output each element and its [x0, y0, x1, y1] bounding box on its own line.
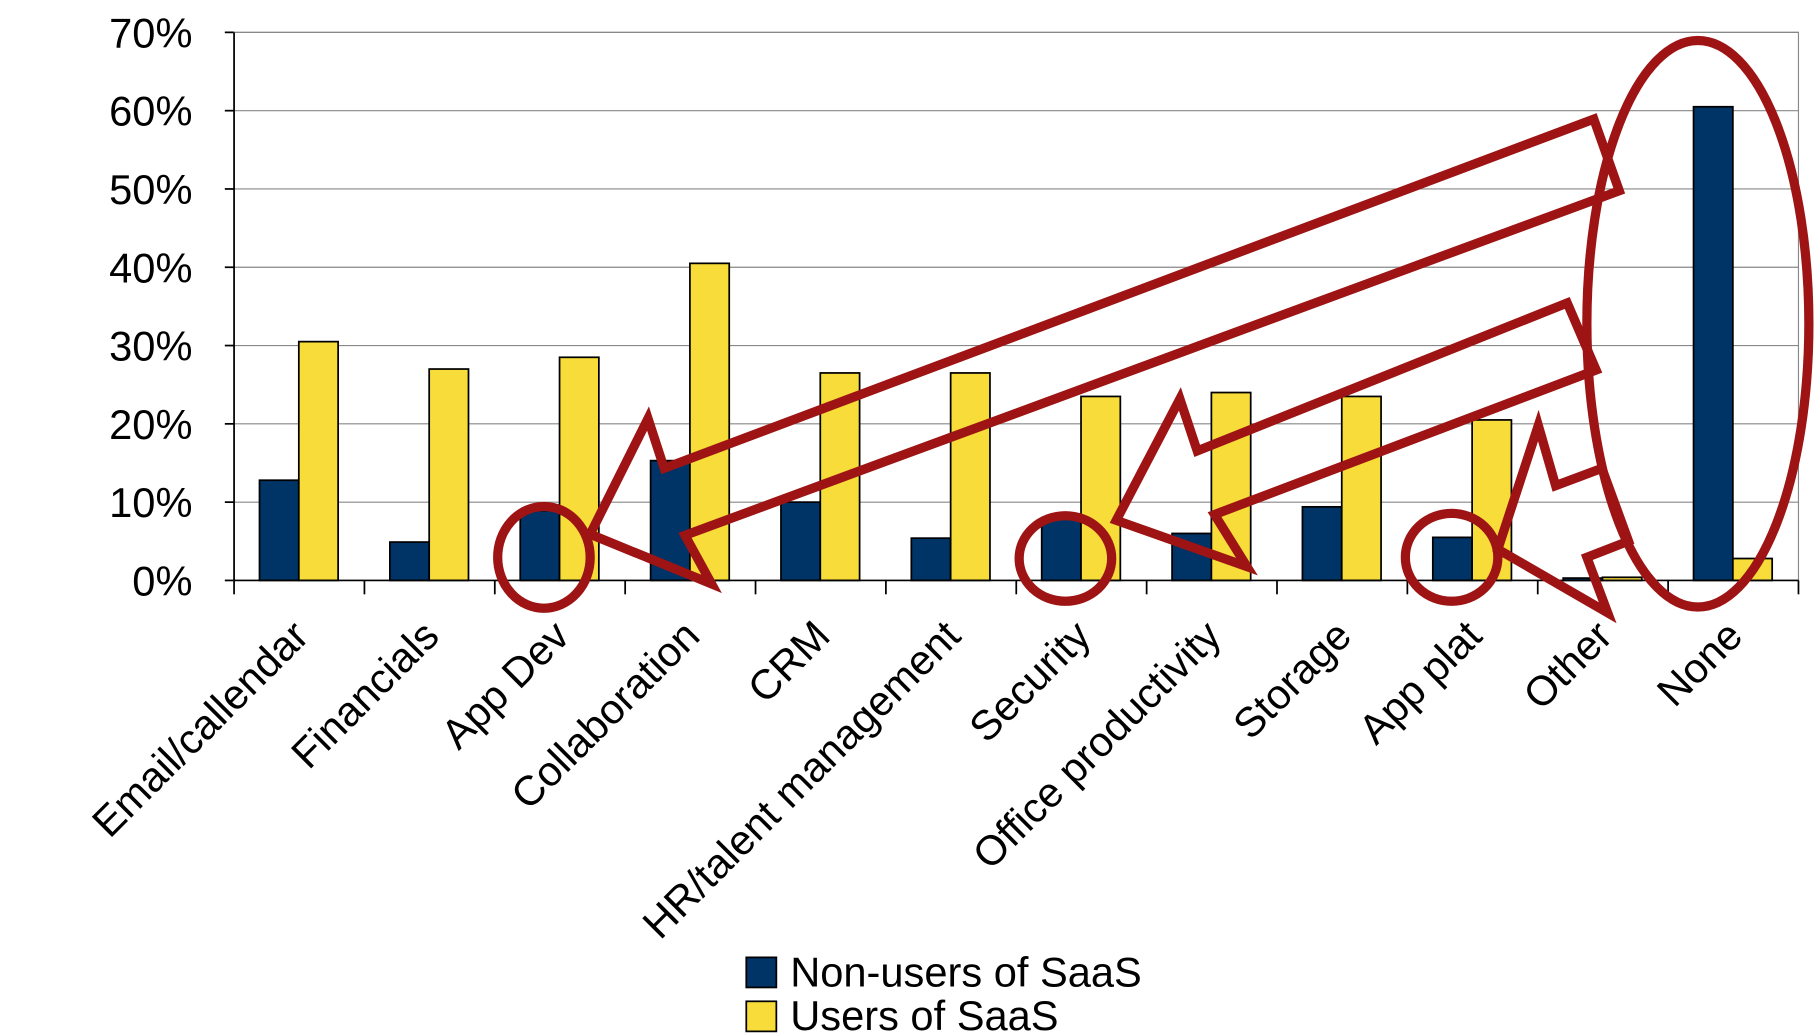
x-tick-label: App plat [1349, 611, 1491, 753]
highlight-circle [493, 501, 595, 613]
annotations [493, 35, 1814, 624]
y-tick-label: 60% [109, 88, 192, 135]
legend-label: Users of SaaS [790, 992, 1058, 1036]
bar [297, 340, 339, 582]
x-tick-label: Other [1514, 611, 1621, 718]
y-tick-label: 50% [109, 166, 192, 213]
highlight-circle [1400, 508, 1503, 606]
arrow [1109, 296, 1603, 576]
bar [1340, 395, 1382, 582]
y-tick-label: 30% [109, 323, 192, 370]
plot: 0%10%20%30%40%50%60%70%Email/callendarFi… [83, 9, 1800, 1036]
bar [1692, 105, 1734, 582]
x-tick-label: Storage [1224, 611, 1360, 747]
y-tick-label: 40% [109, 244, 192, 291]
y-tick-label: 20% [109, 401, 192, 448]
bar [949, 372, 991, 582]
legend-swatch [745, 1000, 778, 1033]
x-tick-label: Email/callendar [83, 611, 317, 845]
arrow [1492, 409, 1635, 624]
bar [519, 509, 561, 582]
legend-label: Non-users of SaaS [790, 948, 1142, 995]
bar [1301, 505, 1343, 582]
bar [1040, 517, 1082, 582]
y-tick-label: 10% [109, 479, 192, 526]
bar [428, 368, 470, 582]
x-tick-label: None [1648, 611, 1752, 715]
legend-swatch [745, 956, 778, 989]
arrow [583, 113, 1626, 594]
bar [388, 541, 431, 582]
bar [910, 537, 952, 582]
x-tick-label: Office productivity [963, 611, 1230, 878]
y-tick-label: 0% [132, 557, 192, 604]
bar [780, 501, 822, 582]
x-tick-label: CRM [738, 611, 838, 711]
highlight-circle [1582, 35, 1814, 612]
y-tick-label: 70% [109, 9, 192, 56]
bar [258, 479, 300, 582]
bar [1431, 536, 1473, 582]
highlight-circle [1014, 511, 1117, 606]
